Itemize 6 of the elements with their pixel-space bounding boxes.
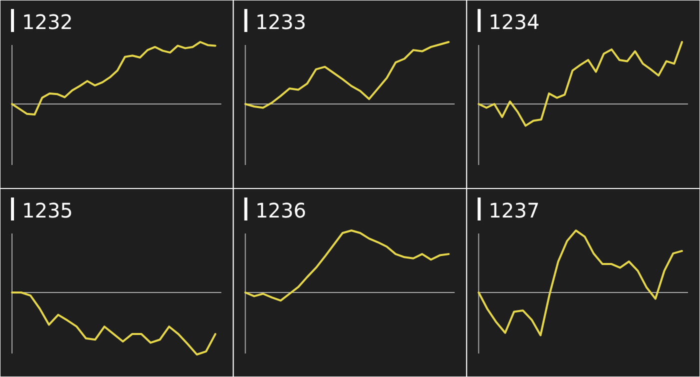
chart-title: 1236: [255, 198, 306, 222]
chart-title: 1234: [488, 10, 540, 34]
chart-title: 1232: [22, 10, 73, 34]
chart-title: 1235: [22, 198, 73, 222]
chart-title: 1237: [488, 198, 540, 222]
chart-title: 1233: [255, 10, 306, 34]
